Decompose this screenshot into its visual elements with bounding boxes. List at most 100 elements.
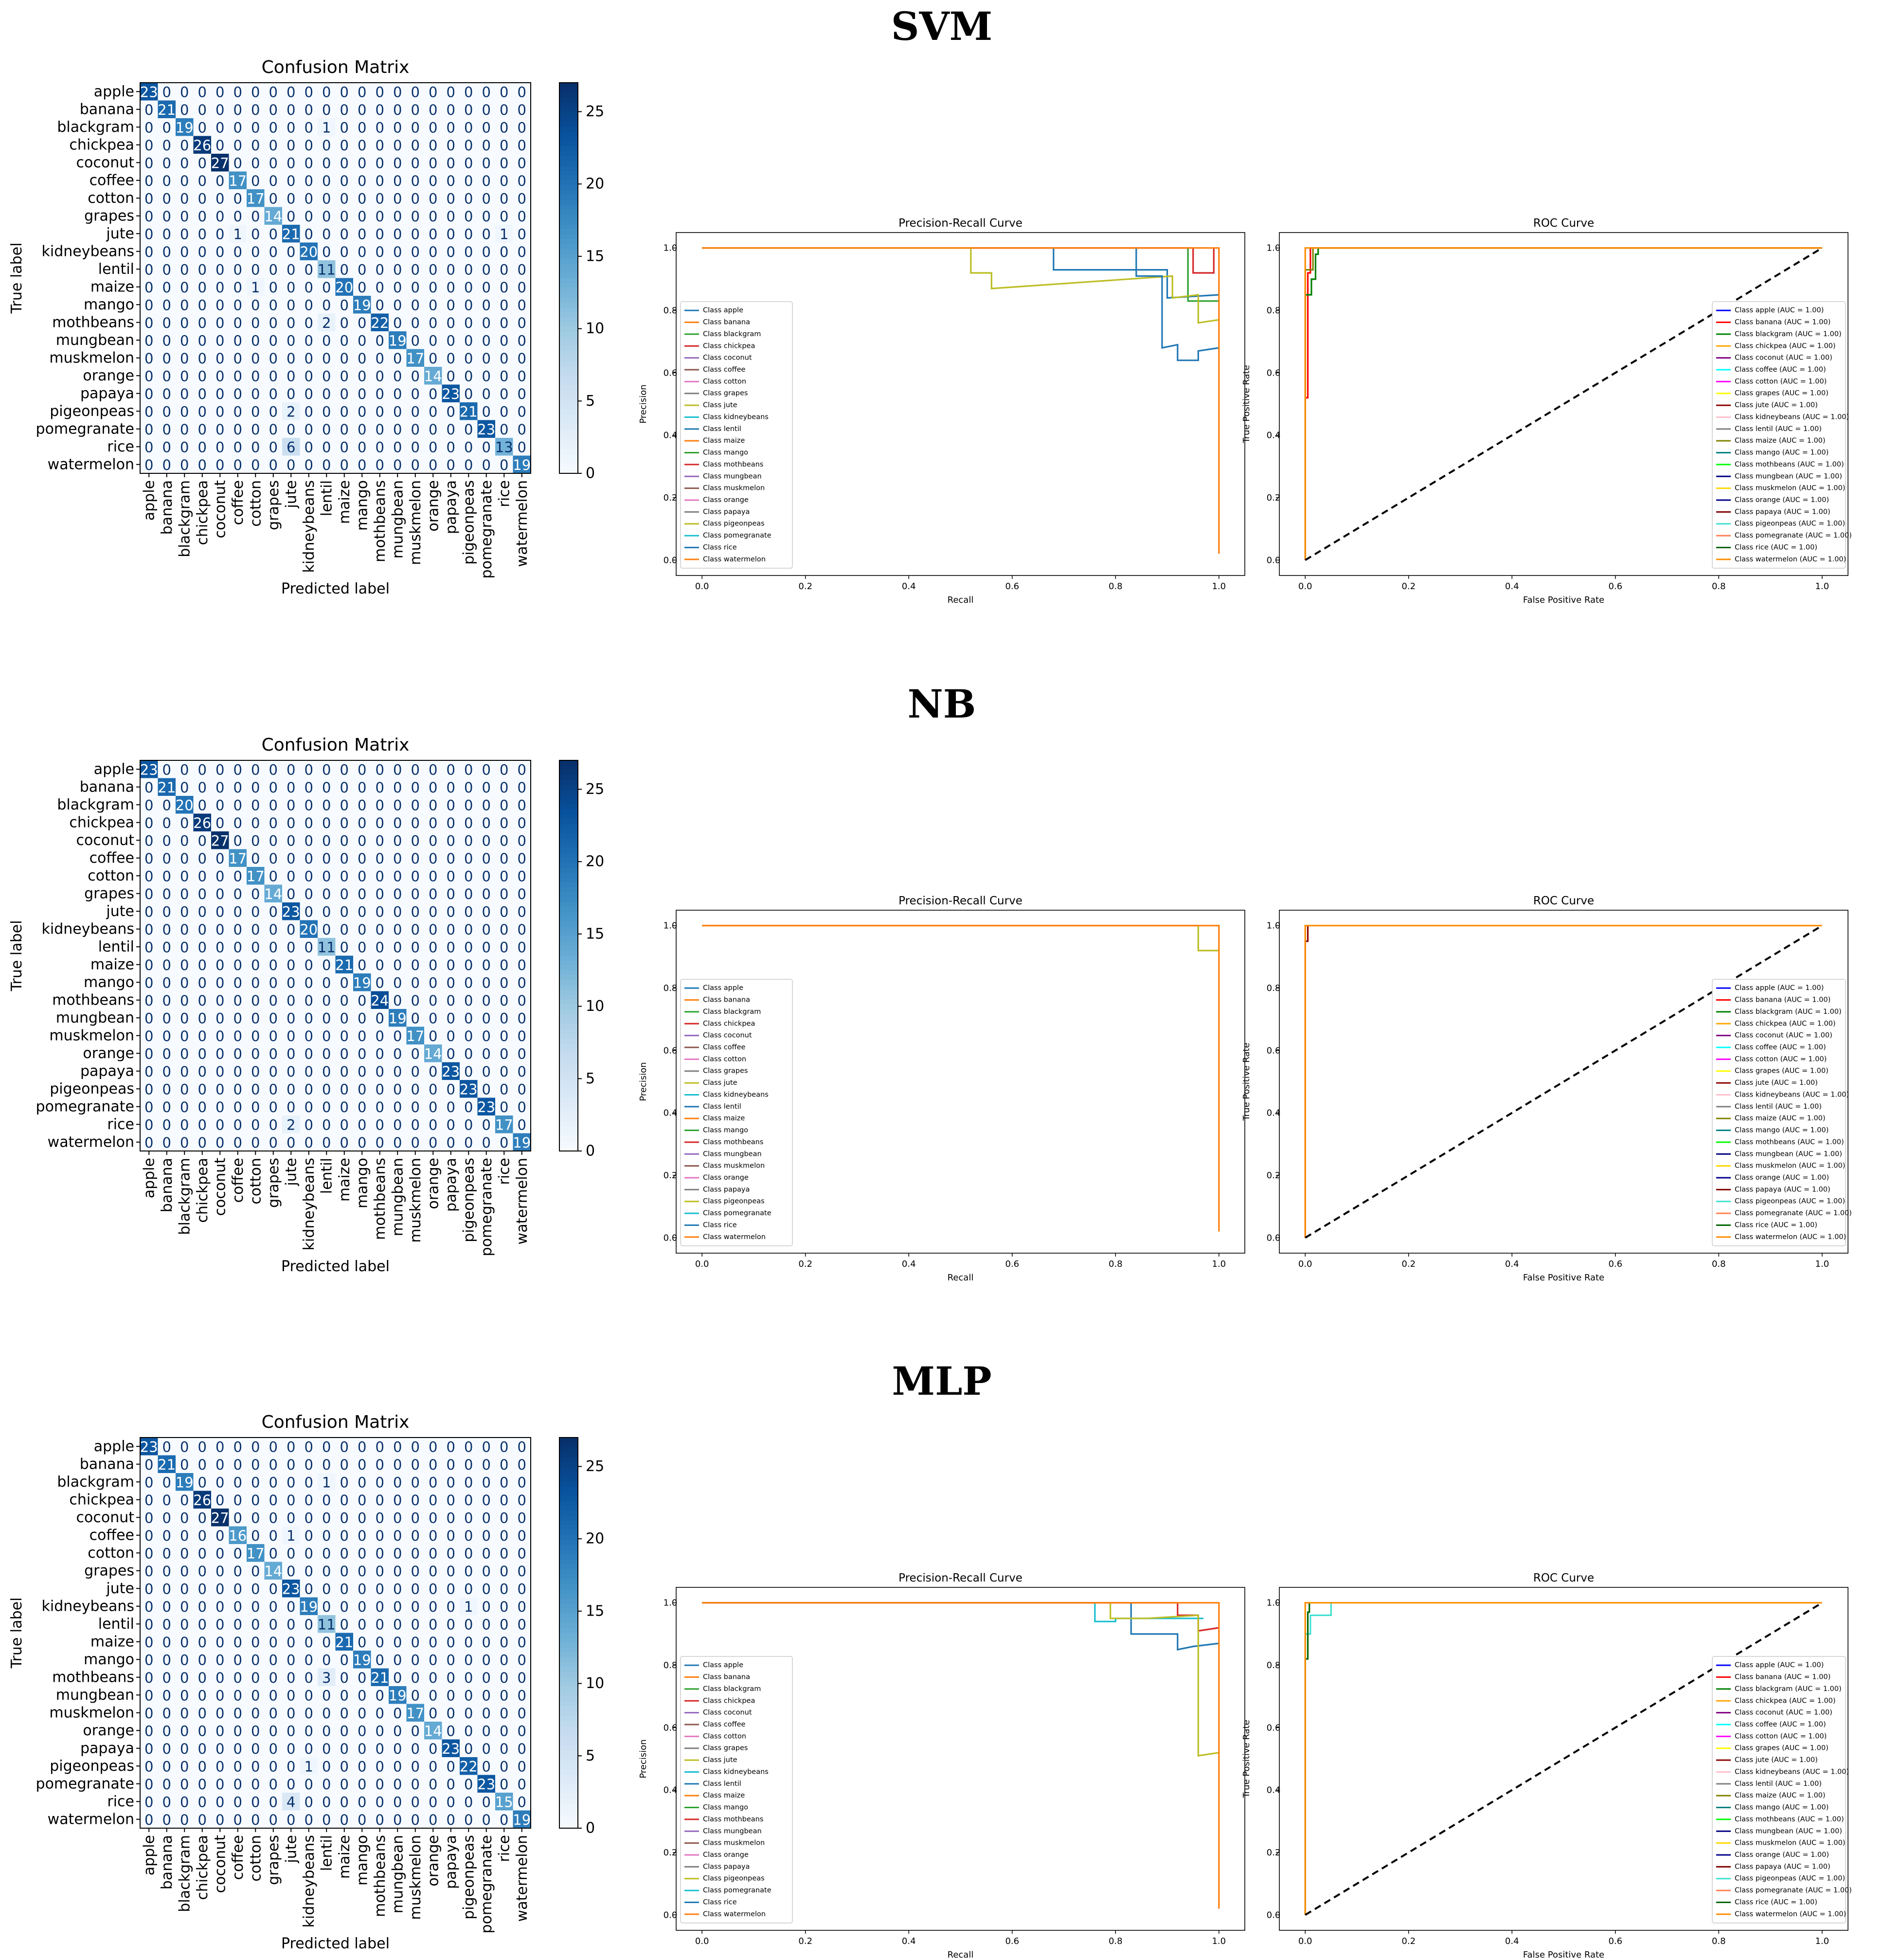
- matrix-cell-value: 21: [158, 102, 176, 118]
- colorbar-segment: [559, 1535, 578, 1541]
- x-tick-label: muskmelon: [407, 1158, 424, 1243]
- colorbar-segment: [559, 165, 578, 171]
- matrix-cell-value: 0: [429, 84, 437, 100]
- matrix-cell-value: 0: [500, 208, 508, 225]
- matrix-cell: [513, 154, 531, 172]
- colorbar-segment: [559, 790, 578, 795]
- matrix-cell-value: 0: [287, 1134, 295, 1151]
- matrix-cell-value: 0: [215, 279, 224, 296]
- matrix-cell-value: 0: [162, 1099, 171, 1115]
- matrix-cell-value: 26: [193, 1492, 211, 1509]
- matrix-cell-value: 0: [393, 244, 402, 260]
- matrix-cell: [229, 260, 247, 279]
- matrix-cell-value: 27: [211, 1510, 229, 1526]
- matrix-cell-value: 0: [464, 974, 473, 991]
- matrix-cell-value: 0: [144, 1741, 153, 1757]
- matrix-cell-value: 0: [358, 1723, 366, 1739]
- legend-entry: Class coconut (AUC = 1.00): [1735, 1709, 1832, 1717]
- matrix-cell-value: 0: [411, 1581, 420, 1597]
- matrix-cell-value: 0: [215, 226, 224, 242]
- matrix-cell-value: 0: [429, 815, 437, 831]
- y-axis-label: Precision: [638, 1739, 648, 1778]
- x-tick-label: papaya: [443, 1835, 460, 1889]
- colorbar-segment: [559, 1740, 578, 1746]
- matrix-cell-value: 0: [376, 1776, 384, 1793]
- x-tick-label: pigeonpeas: [460, 1158, 477, 1242]
- matrix-cell-value: 0: [322, 832, 331, 849]
- matrix-cell-value: 0: [411, 190, 420, 207]
- matrix-cell-value: 0: [215, 1581, 224, 1597]
- matrix-cell-value: 0: [429, 386, 437, 402]
- matrix-cell-value: 0: [447, 421, 455, 438]
- matrix-cell: [229, 331, 247, 350]
- x-axis-label: False Positive Rate: [1523, 1273, 1604, 1283]
- colorbar-segment: [559, 1798, 578, 1804]
- matrix-cell-value: 0: [429, 1705, 437, 1722]
- colorbar-segment: [559, 136, 578, 142]
- model-title: MLP: [892, 1358, 992, 1404]
- plot-title: ROC Curve: [1533, 895, 1594, 907]
- legend-entry: Class kidneybeans: [703, 1091, 769, 1098]
- matrix-cell-value: 0: [162, 190, 171, 207]
- colorbar-segment: [559, 1034, 578, 1040]
- matrix-cell-value: 0: [376, 1492, 384, 1509]
- matrix-cell: [140, 296, 159, 314]
- matrix-cell-value: 0: [482, 1634, 491, 1651]
- matrix-cell-value: 0: [376, 815, 384, 831]
- matrix-cell-value: 0: [358, 1705, 366, 1722]
- matrix-cell: [406, 136, 425, 154]
- colorbar-segment: [559, 463, 578, 469]
- legend-entry: Class jute (AUC = 1.00): [1735, 401, 1818, 409]
- y-tick-label: 0.0: [664, 555, 678, 565]
- legend-entry: Class watermelon (AUC = 1.00): [1735, 1910, 1846, 1918]
- colorbar-segment: [559, 219, 578, 225]
- colorbar-segment: [559, 931, 578, 937]
- legend-entry: Class kidneybeans: [703, 413, 769, 421]
- matrix-cell-value: 0: [500, 84, 508, 100]
- legend-entry: Class rice (AUC = 1.00): [1735, 1898, 1817, 1906]
- matrix-cell-value: 0: [251, 921, 260, 938]
- matrix-cell-value: 0: [144, 1081, 153, 1097]
- matrix-cell: [140, 100, 159, 119]
- matrix-cell-value: 0: [411, 1081, 420, 1097]
- matrix-cell-value: 0: [429, 1670, 437, 1686]
- matrix-cell-value: 0: [144, 1723, 153, 1739]
- matrix-cell-value: 0: [305, 1134, 313, 1151]
- legend-entry: Class mothbeans: [703, 1138, 763, 1146]
- matrix-cell-value: 0: [518, 297, 526, 313]
- matrix-cell: [513, 118, 531, 137]
- matrix-cell-value: 0: [358, 244, 366, 260]
- matrix-cell-value: 0: [393, 208, 402, 225]
- matrix-cell-value: 0: [429, 119, 437, 136]
- matrix-cell: [211, 313, 230, 332]
- matrix-cell-value: 0: [251, 957, 260, 973]
- pr-curve-chart: Precision-Recall Curve0.00.00.20.20.40.4…: [638, 1572, 1245, 1960]
- matrix-cell-value: 0: [287, 1812, 295, 1828]
- matrix-cell-value: 0: [429, 939, 437, 955]
- matrix-cell-value: 0: [482, 1545, 491, 1562]
- matrix-cell-value: 0: [429, 903, 437, 920]
- matrix-cell-value: 0: [358, 1563, 366, 1580]
- matrix-cell-value: 0: [447, 315, 455, 331]
- matrix-cell-value: 0: [411, 868, 420, 884]
- matrix-cell-value: 0: [393, 992, 402, 1009]
- legend-entry: Class muskmelon: [703, 1162, 765, 1170]
- matrix-cell: [513, 278, 531, 296]
- y-tick-label: maize: [90, 956, 134, 973]
- matrix-cell-value: 0: [447, 208, 455, 225]
- colorbar-segment: [559, 765, 578, 771]
- matrix-cell-value: 0: [376, 261, 384, 278]
- matrix-cell-value: 0: [411, 1776, 420, 1793]
- matrix-cell-value: 0: [500, 903, 508, 920]
- matrix-cell: [211, 83, 230, 101]
- matrix-cell-value: 0: [358, 797, 366, 813]
- matrix-cell-value: 0: [305, 1652, 313, 1668]
- x-tick-label: chickpea: [194, 1158, 211, 1223]
- colorbar-segment: [559, 1131, 578, 1137]
- matrix-cell-value: 23: [442, 1063, 460, 1080]
- matrix-cell-value: 0: [322, 297, 331, 313]
- matrix-cell-value: 0: [233, 368, 242, 384]
- matrix-cell-value: 0: [251, 761, 260, 778]
- x-tick-label: banana: [159, 480, 176, 535]
- matrix-cell-value: 0: [305, 1741, 313, 1757]
